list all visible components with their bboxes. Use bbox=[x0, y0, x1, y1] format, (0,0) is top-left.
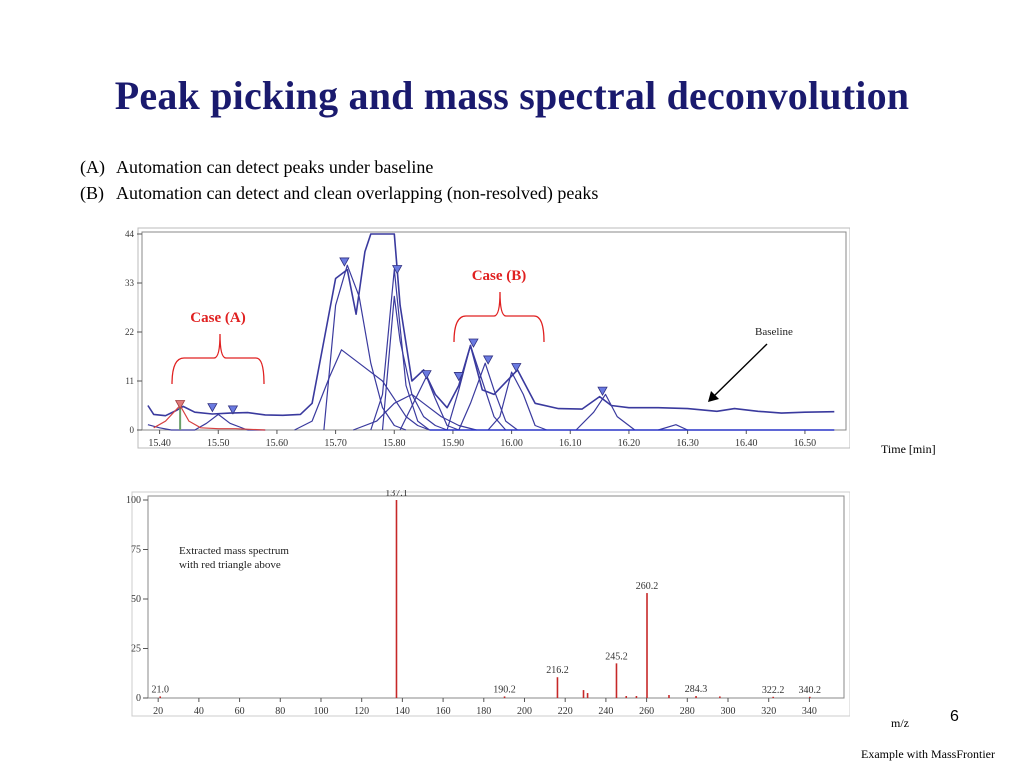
x-tick-label: 80 bbox=[275, 706, 285, 717]
peak-marker-triangle bbox=[421, 370, 432, 380]
slide-title: Peak picking and mass spectral deconvolu… bbox=[114, 73, 910, 118]
x-tick-label: 15.40 bbox=[148, 438, 171, 449]
peak-marker-triangle bbox=[339, 257, 350, 267]
baseline-arrow-head bbox=[708, 391, 719, 402]
x-tick-label: 160 bbox=[436, 706, 451, 717]
y-tick-label: 11 bbox=[125, 376, 134, 386]
x-tick-label: 220 bbox=[558, 706, 573, 717]
x-tick-label: 60 bbox=[235, 706, 245, 717]
spectrum-peak-label: 322.2 bbox=[762, 685, 785, 696]
baseline-arrow-line bbox=[712, 343, 768, 398]
spectrum-peak-label: 137.1 bbox=[385, 490, 408, 499]
x-tick-label: 260 bbox=[639, 706, 654, 717]
x-tick-label: 16.50 bbox=[794, 438, 817, 449]
trace-line bbox=[458, 362, 518, 431]
peak-marker-triangle bbox=[468, 338, 479, 348]
peak-marker-triangle bbox=[207, 403, 218, 413]
x-tick-label: 140 bbox=[395, 706, 410, 717]
mz-axis-label: m/z bbox=[891, 716, 909, 730]
x-tick-label: 15.80 bbox=[383, 438, 406, 449]
spectrum-annotation-text: Extracted mass spectrum bbox=[179, 545, 289, 557]
x-tick-label: 15.50 bbox=[207, 438, 230, 449]
x-tick-label: 280 bbox=[680, 706, 695, 717]
x-tick-label: 16.20 bbox=[618, 438, 641, 449]
bullet-a: (A) Automation can detect peaks under ba… bbox=[80, 154, 598, 180]
spectrum-peak-label: 284.3 bbox=[685, 684, 708, 695]
trace-line bbox=[294, 349, 430, 431]
spectrum-peak-label: 190.2 bbox=[493, 684, 516, 695]
x-tick-label: 40 bbox=[194, 706, 204, 717]
peak-marker-triangle bbox=[482, 355, 494, 365]
peak-marker-triangle bbox=[453, 372, 464, 382]
spectrum-peak-label: 245.2 bbox=[605, 651, 628, 662]
case-b-label: Case (B) bbox=[472, 268, 527, 284]
footer-note: Example with MassFrontier bbox=[861, 747, 995, 761]
bullet-b-tag: (B) bbox=[80, 183, 104, 203]
peak-marker-triangle bbox=[597, 386, 608, 396]
case-a-bracket bbox=[171, 333, 265, 385]
case-a-label: Case (A) bbox=[190, 310, 245, 326]
y-tick-label: 0 bbox=[136, 693, 141, 704]
spectrum-peak-label: 216.2 bbox=[546, 665, 569, 676]
spectrum-peak-label: 340.2 bbox=[799, 685, 822, 696]
x-tick-label: 15.90 bbox=[442, 438, 465, 449]
y-tick-label: 0 bbox=[130, 425, 135, 435]
bullet-a-text: Automation can detect peaks under baseli… bbox=[116, 157, 434, 177]
x-tick-label: 16.10 bbox=[559, 438, 582, 449]
y-tick-label: 100 bbox=[126, 495, 141, 506]
spectrum-peak-label: 260.2 bbox=[636, 581, 659, 592]
y-tick-label: 25 bbox=[131, 644, 141, 655]
x-tick-label: 100 bbox=[313, 706, 328, 717]
trace-line bbox=[352, 393, 477, 431]
trace-line bbox=[323, 264, 407, 431]
trace-line bbox=[446, 344, 507, 431]
plot-outer-frame bbox=[137, 227, 850, 449]
trace-line bbox=[370, 268, 430, 431]
mass-spectrum-chart: 0 25 50 75 100 20 40 60 80 100 120 140 160 180 200 220 2… bbox=[126, 490, 850, 717]
plot-outer-frame bbox=[131, 491, 850, 717]
y-tick-label: 44 bbox=[125, 229, 135, 239]
plot-frame bbox=[147, 495, 845, 699]
x-tick-label: 340 bbox=[802, 706, 817, 717]
x-tick-label: 16.30 bbox=[676, 438, 699, 449]
peak-marker-triangle bbox=[227, 405, 239, 415]
trace-line bbox=[487, 371, 548, 431]
x-tick-label: 16.00 bbox=[500, 438, 522, 449]
x-tick-label: 20 bbox=[153, 706, 163, 717]
y-tick-label: 33 bbox=[125, 278, 135, 288]
trace-line bbox=[575, 393, 636, 431]
x-tick-label: 15.70 bbox=[324, 438, 347, 449]
bullet-b: (B) Automation can detect and clean over… bbox=[80, 180, 598, 206]
trace-line bbox=[658, 424, 688, 431]
bullet-a-tag: (A) bbox=[80, 157, 105, 177]
x-tick-label: 200 bbox=[517, 706, 532, 717]
x-tick-label: 16.40 bbox=[735, 438, 758, 449]
y-tick-label: 22 bbox=[125, 327, 134, 337]
red-trace-line bbox=[153, 404, 266, 431]
trace-line bbox=[147, 413, 266, 431]
plot-frame bbox=[141, 231, 847, 431]
peak-marker-triangle bbox=[174, 400, 186, 410]
x-tick-label: 120 bbox=[354, 706, 369, 717]
spectrum-annotation-text: with red triangle above bbox=[179, 559, 281, 571]
slide-number: 6 bbox=[950, 708, 959, 725]
time-axis-label: Time [min] bbox=[881, 442, 936, 456]
x-tick-label: 180 bbox=[476, 706, 491, 717]
x-tick-label: 15.60 bbox=[266, 438, 289, 449]
peak-marker-triangle bbox=[511, 363, 522, 373]
baseline-annotation-label: Baseline bbox=[755, 326, 793, 338]
bullet-list: (A) Automation can detect peaks under ba… bbox=[80, 154, 598, 206]
trace-line bbox=[399, 375, 460, 431]
y-tick-label: 75 bbox=[131, 545, 141, 556]
peak-marker-triangle bbox=[392, 265, 403, 275]
x-tick-label: 240 bbox=[598, 706, 613, 717]
case-b-bracket bbox=[453, 291, 545, 343]
spectrum-peak-label: 21.0 bbox=[151, 684, 169, 695]
x-tick-label: 300 bbox=[721, 706, 736, 717]
chromatogram-chart: 0 11 22 33 44 15.40 15.50 15.60 15.70 15.80 15.90 1… bbox=[125, 227, 850, 449]
y-tick-label: 50 bbox=[131, 594, 141, 605]
bullet-b-text: Automation can detect and clean overlapp… bbox=[116, 183, 599, 203]
x-tick-label: 320 bbox=[761, 706, 776, 717]
